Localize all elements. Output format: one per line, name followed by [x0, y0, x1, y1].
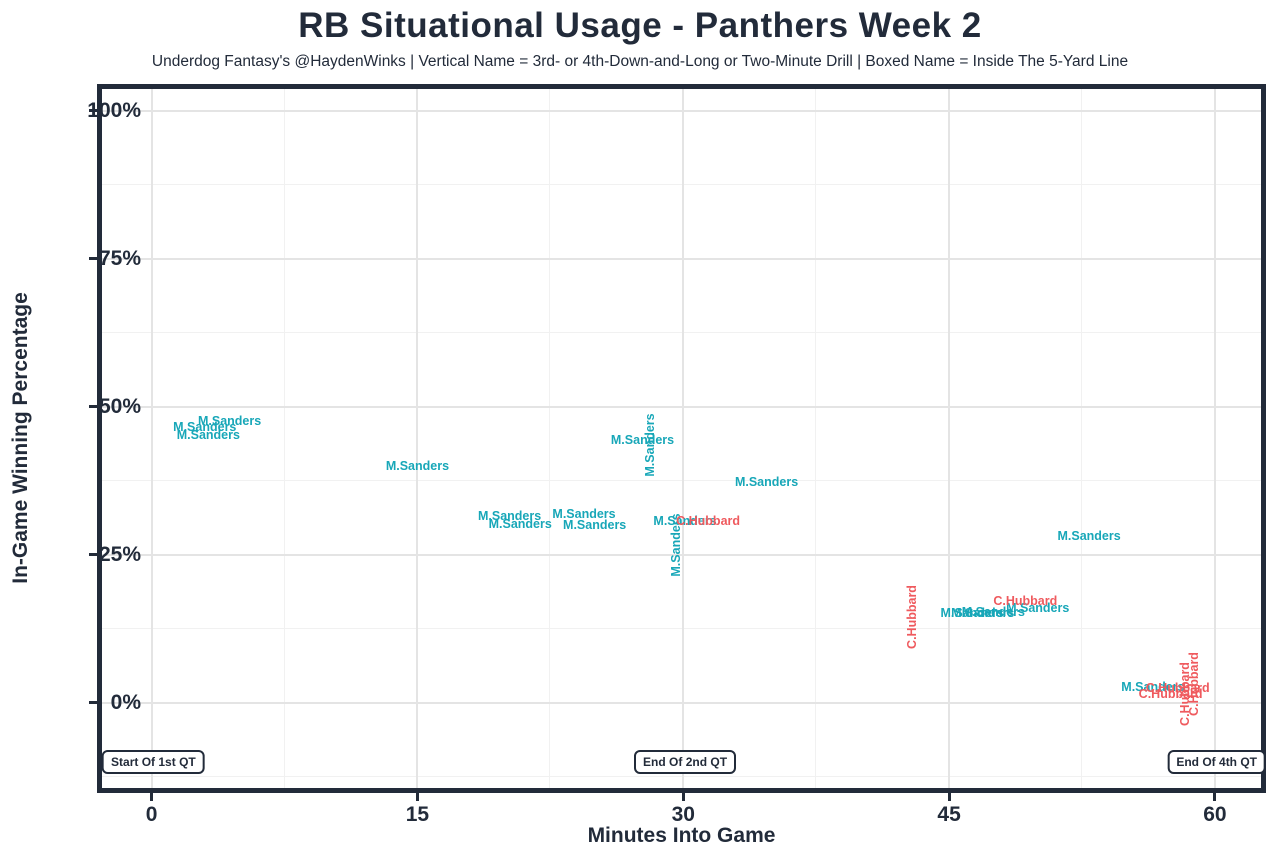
player-label: M.Sanders: [563, 517, 627, 532]
player-label: M.Sanders: [940, 605, 1004, 620]
major-gridline-y: [102, 405, 1261, 408]
major-gridline-x: [416, 89, 419, 788]
y-tick-mark: [89, 405, 97, 409]
x-tick-mark: [947, 793, 951, 801]
player-label: M.Sanders: [173, 419, 237, 434]
y-tick-label: 100%: [87, 98, 141, 122]
player-label: M.Sanders: [176, 427, 240, 442]
player-label: M.Sanders: [653, 514, 717, 529]
major-gridline-y: [102, 257, 1261, 260]
player-label: M.Sanders: [488, 517, 552, 532]
y-tick-mark: [89, 109, 97, 113]
player-label: M.Sanders: [1121, 679, 1185, 694]
minor-gridline-x: [815, 89, 817, 788]
annotation-box: End Of 2nd QT: [634, 749, 737, 774]
player-label: M.Sanders: [961, 604, 1025, 619]
major-gridline-x: [1213, 89, 1216, 788]
major-gridline-x: [150, 89, 153, 788]
x-tick-mark: [1213, 793, 1217, 801]
plot-area: M.Sanders M.Sanders M.Sanders M.Sanders M.Sa…: [97, 84, 1267, 793]
player-label: M.Sanders: [642, 413, 657, 477]
player-label: C.Hubbard: [1186, 651, 1201, 716]
player-label: M.Sanders: [610, 432, 675, 447]
player-label: C.Hubbard: [1138, 686, 1203, 701]
player-label: M.Sanders: [552, 506, 616, 521]
y-tick-mark: [89, 553, 97, 557]
player-label: C.Hubbard: [1145, 680, 1210, 695]
minor-gridline-y: [102, 183, 1261, 185]
major-gridline-y: [102, 553, 1261, 556]
player-label: M.Sanders: [951, 605, 1015, 620]
annotation-box: Start Of 1st QT: [102, 749, 205, 774]
x-tick-label: 45: [937, 803, 961, 826]
x-tick-mark: [415, 793, 419, 801]
player-label: M.Sanders: [385, 459, 450, 474]
x-tick-mark: [150, 793, 154, 801]
player-label: C.Hubbard: [904, 584, 919, 649]
minor-gridline-x: [1081, 89, 1082, 788]
player-label: M.Sanders: [1057, 528, 1121, 543]
x-tick-label: 15: [405, 803, 430, 826]
minor-gridline-x: [549, 89, 551, 788]
y-tick-mark: [89, 257, 97, 261]
major-gridline-x: [682, 89, 685, 788]
minor-gridline-x: [283, 89, 285, 788]
player-label: C.Hubbard: [676, 514, 741, 529]
major-gridline-x: [948, 89, 951, 788]
x-tick-mark: [681, 793, 685, 801]
player-label: M.Sanders: [734, 475, 799, 489]
minor-gridline-y: [102, 479, 1261, 481]
y-axis-title: In-Game Winning Percentage: [9, 292, 32, 584]
y-tick-label: 0%: [110, 690, 141, 714]
minor-gridline-y: [102, 627, 1261, 629]
y-tick-label: 50%: [98, 394, 141, 418]
y-tick-label: 25%: [98, 542, 141, 566]
annotation-box: End Of 4th QT: [1167, 749, 1267, 774]
x-tick-label: 30: [671, 803, 695, 826]
y-tick-mark: [89, 701, 97, 705]
x-tick-label: 60: [1203, 803, 1227, 826]
x-axis-title: Minutes Into Game: [587, 824, 776, 847]
y-tick-label: 75%: [98, 246, 141, 270]
major-gridline-y: [102, 701, 1261, 704]
chart-title: RB Situational Usage - Panthers Week 2: [298, 6, 982, 45]
chart-subtitle: Underdog Fantasy's @HaydenWinks | Vertic…: [151, 53, 1129, 70]
major-gridline-y: [102, 109, 1261, 112]
player-label: M.Sanders: [1006, 601, 1070, 616]
player-label: M.Sanders: [197, 414, 262, 429]
x-tick-label: 0: [145, 803, 158, 826]
minor-gridline-y: [102, 331, 1261, 333]
player-label: M.Sanders: [477, 508, 542, 523]
player-label: C.Hubbard: [993, 593, 1058, 608]
plot-canvas: M.Sanders M.Sanders M.Sanders M.Sanders M.Sa…: [102, 89, 1267, 788]
minor-gridline-y: [102, 775, 1261, 777]
